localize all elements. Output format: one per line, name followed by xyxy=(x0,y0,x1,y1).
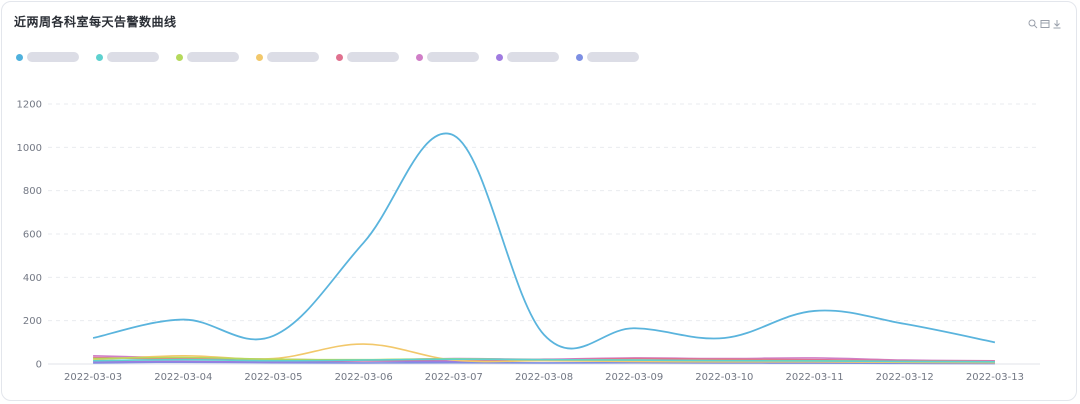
legend-dot xyxy=(96,53,103,61)
y-tick-label: 600 xyxy=(23,230,42,241)
legend-label xyxy=(507,52,559,62)
legend-item[interactable] xyxy=(416,52,479,62)
x-tick-label: 2022-03-07 xyxy=(425,372,483,383)
y-tick-label: 400 xyxy=(23,273,42,284)
series-line xyxy=(93,361,995,365)
y-tick-label: 0 xyxy=(36,360,42,371)
series-line xyxy=(92,132,996,350)
x-tick-label: 2022-03-03 xyxy=(64,372,122,383)
legend-dot xyxy=(336,53,343,61)
series-line xyxy=(93,358,995,363)
x-tick-label: 2022-03-10 xyxy=(695,372,753,383)
legend-item[interactable] xyxy=(336,52,399,62)
legend-label xyxy=(347,52,399,62)
legend-label xyxy=(267,52,319,62)
data-view-icon[interactable] xyxy=(1040,14,1050,28)
y-tick-label: 200 xyxy=(23,316,42,327)
x-tick-label: 2022-03-11 xyxy=(785,372,843,383)
x-tick-label: 2022-03-12 xyxy=(876,372,934,383)
download-icon[interactable] xyxy=(1052,14,1062,29)
legend-dot xyxy=(576,53,583,61)
zoom-icon[interactable] xyxy=(1028,14,1038,29)
legend-item[interactable] xyxy=(16,52,79,62)
legend-label xyxy=(427,52,479,62)
x-tick-label: 2022-03-08 xyxy=(515,372,573,383)
legend-dot xyxy=(496,53,503,61)
legend-dot xyxy=(416,53,423,61)
y-tick-label: 1000 xyxy=(17,143,42,154)
legend-label xyxy=(107,52,159,62)
legend-dot xyxy=(16,53,23,61)
legend-label xyxy=(587,52,639,62)
chart-title: 近两周各科室每天告警数曲线 xyxy=(14,15,177,29)
legend-label xyxy=(187,52,239,62)
x-tick-label: 2022-03-05 xyxy=(244,372,302,383)
legend-item[interactable] xyxy=(176,52,239,62)
legend-dot xyxy=(256,53,263,61)
legend-item[interactable] xyxy=(256,52,319,62)
legend-item[interactable] xyxy=(96,52,159,62)
chart-legend xyxy=(16,52,656,62)
x-tick-label: 2022-03-09 xyxy=(605,372,663,383)
x-tick-label: 2022-03-04 xyxy=(154,372,212,383)
x-tick-label: 2022-03-13 xyxy=(966,372,1024,383)
y-tick-label: 800 xyxy=(23,186,42,197)
legend-label xyxy=(27,52,79,62)
legend-dot xyxy=(176,53,183,61)
chart-toolbox xyxy=(1028,14,1062,29)
y-tick-label: 1200 xyxy=(17,100,42,111)
legend-item[interactable] xyxy=(576,52,639,62)
legend-item[interactable] xyxy=(496,52,559,62)
x-tick-label: 2022-03-06 xyxy=(335,372,393,383)
